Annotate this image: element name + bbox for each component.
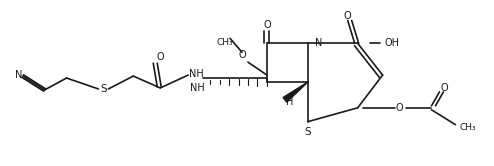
Text: H: H bbox=[286, 97, 293, 107]
Text: O: O bbox=[344, 11, 352, 21]
Text: O: O bbox=[263, 20, 271, 31]
Text: CH₃: CH₃ bbox=[217, 38, 233, 47]
Text: O: O bbox=[238, 50, 246, 60]
Text: O: O bbox=[157, 52, 164, 62]
Text: S: S bbox=[100, 84, 107, 94]
Text: NH: NH bbox=[189, 69, 204, 79]
Text: N: N bbox=[15, 70, 22, 80]
Text: O: O bbox=[441, 83, 448, 93]
Text: O: O bbox=[396, 103, 404, 113]
Text: OH: OH bbox=[385, 38, 400, 48]
Polygon shape bbox=[283, 82, 308, 102]
Text: NH: NH bbox=[190, 83, 205, 93]
Text: CH₃: CH₃ bbox=[459, 123, 476, 132]
Text: S: S bbox=[304, 127, 311, 137]
Text: N: N bbox=[315, 38, 322, 48]
